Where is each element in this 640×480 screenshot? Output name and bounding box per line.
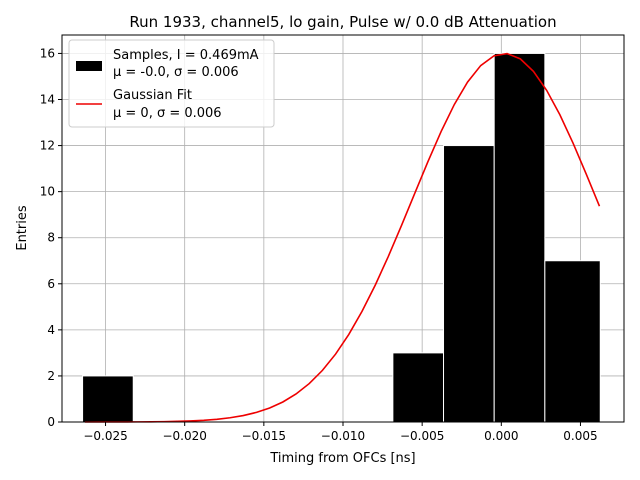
x-tick-label: 0.005	[563, 429, 597, 443]
gaussian-fit-curve	[84, 52, 601, 423]
legend-histogram-stats: μ = -0.0, σ = 0.006	[113, 65, 239, 80]
histogram-bar	[392, 352, 445, 423]
y-tick-label: 12	[40, 139, 55, 153]
x-tick-label: −0.010	[321, 429, 365, 443]
y-axis-ticks: 0 2 4 6 8 10 12 14 16	[40, 46, 62, 429]
legend-histogram-label: Samples, I = 0.469mA	[113, 48, 259, 63]
histogram-bar	[82, 375, 134, 423]
x-axis-label: Timing from OFCs [ns]	[269, 451, 415, 466]
y-tick-label: 4	[47, 323, 55, 337]
x-tick-label: −0.005	[400, 429, 444, 443]
x-axis-ticks: −0.025 −0.020 −0.015 −0.010 −0.005 0.000 0.005	[83, 422, 598, 443]
y-tick-label: 16	[40, 46, 55, 60]
y-tick-label: 10	[40, 185, 55, 199]
legend-histogram-swatch	[76, 61, 102, 71]
y-tick-label: 2	[47, 369, 55, 383]
histogram-bar	[544, 260, 601, 423]
legend: Samples, I = 0.469mA μ = -0.0, σ = 0.006…	[68, 39, 275, 128]
histogram-bar	[493, 52, 546, 423]
y-tick-label: 8	[47, 231, 55, 245]
fit-line	[84, 52, 601, 423]
x-tick-label: −0.020	[162, 429, 206, 443]
y-axis-label: Entries	[15, 205, 30, 251]
y-tick-label: 0	[47, 415, 55, 429]
x-tick-label: −0.015	[242, 429, 286, 443]
chart-title: Run 1933, channel5, lo gain, Pulse w/ 0.…	[129, 13, 556, 31]
x-tick-label: −0.025	[83, 429, 127, 443]
legend-fit-label: Gaussian Fit	[113, 88, 192, 103]
histogram-bars	[82, 52, 601, 423]
legend-fit-stats: μ = 0, σ = 0.006	[113, 106, 222, 121]
x-tick-label: 0.000	[484, 429, 518, 443]
legend-box	[68, 39, 275, 128]
histogram-bar	[443, 145, 495, 423]
y-tick-label: 6	[47, 277, 55, 291]
y-tick-label: 14	[40, 93, 55, 107]
